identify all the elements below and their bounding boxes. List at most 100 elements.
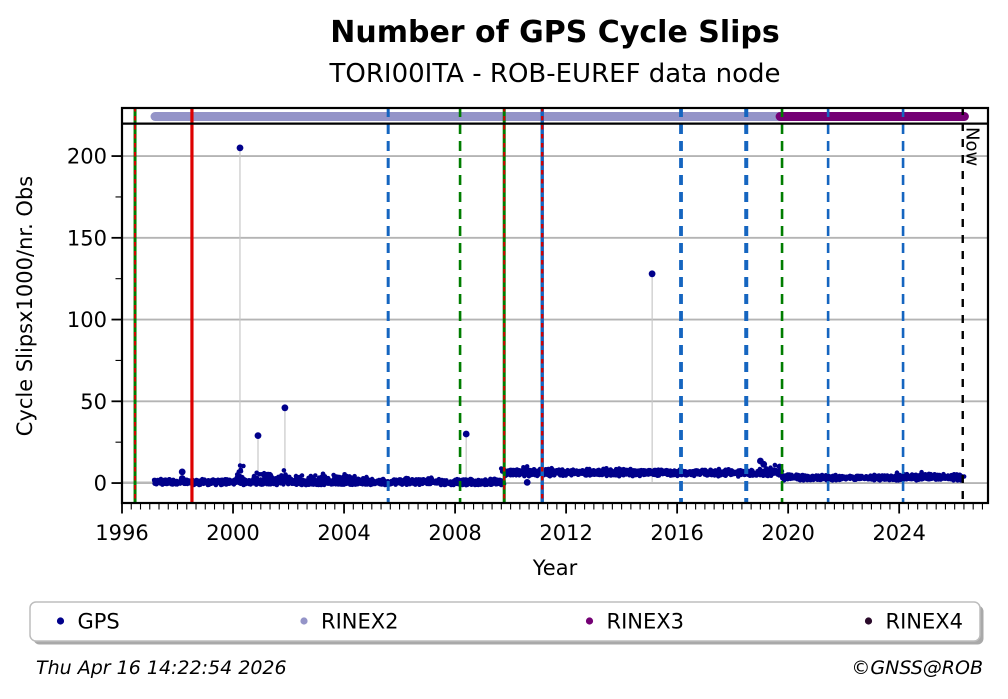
scatter-point [630,473,635,479]
scatter-point [656,473,662,478]
scatter-point [913,472,919,478]
scatter-point [160,478,165,484]
scatter-point [885,473,890,478]
legend-marker [864,617,873,625]
scatter-point [358,478,364,483]
scatter-point [269,477,274,482]
plot-border [120,106,990,505]
scatter-point [314,482,319,488]
scatter-point [303,480,309,486]
chart-title: Number of GPS Cycle Slips [330,15,780,50]
x-tick-label: 2016 [650,521,703,545]
scatter-point [365,477,371,482]
scatter-point [799,475,804,480]
scatter-point [760,460,768,468]
scatter-point [283,478,288,484]
scatter-point [215,479,221,485]
scatter-point [932,472,937,477]
scatter-point [784,476,790,481]
scatter-point [178,475,186,482]
x-tick-label: 1996 [95,521,148,545]
scatter-point [413,477,419,482]
scatter-point [648,469,653,474]
chart-subtitle: TORI00ITA - ROB-EUREF data node [328,59,780,89]
scatter-point [716,470,721,475]
scatter-point [856,475,861,480]
scatter-point [297,474,302,480]
scatter-point [498,466,504,471]
scatter-point [851,477,857,483]
scatter-point [669,470,674,476]
x-tick-label: 2024 [872,521,925,545]
scatter-point [908,473,913,479]
scatter-point [687,470,693,475]
legend-label: GPS [78,610,120,634]
scatter-point [462,430,470,438]
legend-item-rinex3: RINEX3 [585,610,684,634]
scatter-point [521,469,527,475]
y-tick-label: 0 [94,472,107,496]
x-tick-label: 2012 [539,521,592,545]
scatter-point [490,478,495,483]
legend-item-rinex2: RINEX2 [300,610,399,634]
gps-scatter-points [151,144,967,488]
scatter-point [789,475,794,481]
scatter-point [211,480,216,486]
scatter-point [734,470,739,475]
scatter-point [872,477,878,482]
y-tick-label: 100 [67,308,107,332]
scatter-point [262,476,268,482]
scatter-point [329,478,334,484]
scatter-point [204,481,209,486]
scatter-point [919,469,924,475]
scatter-point [720,469,726,475]
scatter-point [465,477,471,483]
legend-item-gps: GPS [56,610,120,634]
scatter-point [280,475,286,481]
scatter-point [602,468,608,473]
scatter-point [199,478,204,483]
scatter-point [251,475,256,481]
scatter-point [227,479,233,485]
scatter-point [523,479,531,486]
scatter-point [345,477,350,483]
scatter-point [531,469,537,474]
scatter-point [273,476,279,481]
scatter-point [456,477,462,483]
scatter-point [763,469,768,475]
scatter-point [236,144,244,152]
x-axis-label: Year [532,556,578,580]
scatter-point [257,472,263,477]
scatter-point [319,477,324,483]
scatter-point [710,469,716,475]
scatter-point [630,470,636,475]
x-tick-label: 2008 [428,521,481,545]
scatter-point [817,477,822,483]
scatter-point [860,475,865,481]
scatter-point [946,474,951,480]
scatter-point [261,470,267,476]
scatter-point [404,479,410,484]
scatter-point [477,479,482,484]
scatter-point [869,475,874,481]
scatter-point [470,480,476,485]
scatter-point [152,481,158,487]
y-axis-ticks: 0 50 100 150 200 [67,145,121,496]
scatter-point [549,465,554,471]
scatter-point [258,477,263,482]
scatter-point [353,479,359,484]
legend-box [29,601,981,642]
scatter-point [293,477,298,482]
scatter-point [612,469,617,475]
scatter-point [322,475,328,480]
scatter-point [821,474,826,479]
scatter-point [552,469,558,474]
scatter-point [562,469,567,474]
scatter-point [616,468,622,473]
legend-marker [300,617,308,625]
now-label: Now [962,127,983,166]
scatter-point [392,479,397,484]
scatter-point [642,470,647,475]
scatter-point [845,475,851,480]
